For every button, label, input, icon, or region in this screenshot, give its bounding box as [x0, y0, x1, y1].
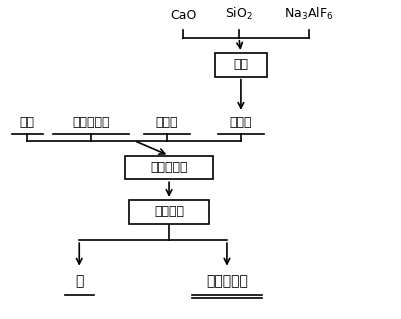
Text: 预熔: 预熔: [233, 58, 248, 71]
Text: SiO$_2$: SiO$_2$: [225, 6, 252, 22]
Text: Na$_3$AlF$_6$: Na$_3$AlF$_6$: [284, 6, 333, 22]
Bar: [215, 53, 266, 77]
Text: 铝硅钛合金: 铝硅钛合金: [205, 274, 247, 288]
Text: 硅切割废料: 硅切割废料: [72, 116, 110, 129]
Text: 助熔剂: 助熔剂: [229, 116, 251, 129]
Text: 渣金分离: 渣金分离: [154, 205, 184, 218]
Text: CaO: CaO: [170, 9, 196, 22]
Text: 铝粒: 铝粒: [20, 116, 35, 129]
Text: 渣: 渣: [75, 274, 83, 288]
Text: 含钛渣: 含钛渣: [156, 116, 178, 129]
Bar: [129, 200, 209, 224]
Text: 感应炉熔炼: 感应炉熔炼: [150, 161, 187, 174]
Bar: [125, 156, 213, 179]
